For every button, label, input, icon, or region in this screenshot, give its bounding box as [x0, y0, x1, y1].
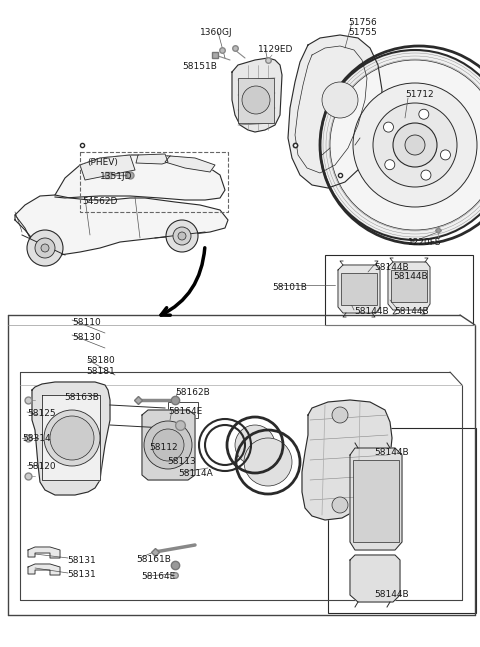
Text: 51756: 51756	[348, 18, 377, 27]
Text: 51712: 51712	[405, 90, 433, 99]
Text: 1129ED: 1129ED	[258, 45, 293, 54]
Text: 1360GJ: 1360GJ	[200, 28, 233, 37]
Circle shape	[405, 135, 425, 155]
Circle shape	[330, 60, 480, 230]
Bar	[80, 152, 228, 212]
Text: 58144B: 58144B	[394, 307, 429, 316]
Text: 58162B: 58162B	[175, 388, 210, 397]
Bar	[168, 402, 198, 418]
Circle shape	[384, 122, 394, 132]
Circle shape	[419, 109, 429, 119]
Circle shape	[332, 497, 348, 513]
Text: 58144B: 58144B	[374, 263, 408, 272]
Polygon shape	[55, 155, 225, 200]
Text: 58131: 58131	[67, 556, 96, 565]
Polygon shape	[350, 448, 402, 550]
Bar	[353, 460, 399, 542]
Bar	[391, 270, 427, 302]
Text: 1220FS: 1220FS	[408, 238, 442, 247]
Polygon shape	[302, 400, 392, 520]
Text: 58144B: 58144B	[374, 448, 408, 457]
Circle shape	[393, 123, 437, 167]
Circle shape	[322, 82, 358, 118]
Text: 58131: 58131	[67, 570, 96, 579]
Circle shape	[373, 103, 457, 187]
Polygon shape	[28, 564, 60, 575]
Circle shape	[353, 83, 477, 207]
Polygon shape	[136, 154, 168, 164]
Text: 58125: 58125	[27, 409, 56, 418]
Polygon shape	[32, 382, 110, 495]
Circle shape	[235, 425, 275, 465]
Circle shape	[44, 410, 100, 466]
Text: 58164E: 58164E	[168, 407, 202, 416]
Text: 58101B: 58101B	[272, 283, 307, 292]
Polygon shape	[288, 35, 382, 188]
Text: 58144B: 58144B	[354, 307, 389, 316]
Text: 58130: 58130	[72, 333, 101, 342]
Text: 58110: 58110	[72, 318, 101, 327]
Circle shape	[166, 220, 198, 252]
Bar	[325, 255, 473, 325]
Text: 58164E: 58164E	[141, 572, 175, 581]
Text: 58161B: 58161B	[136, 555, 171, 564]
Text: 58181: 58181	[86, 367, 115, 376]
Polygon shape	[142, 410, 195, 480]
Circle shape	[27, 230, 63, 266]
Circle shape	[50, 416, 94, 460]
Bar	[238, 78, 274, 123]
Polygon shape	[80, 155, 135, 180]
Circle shape	[35, 238, 55, 258]
Circle shape	[152, 429, 184, 461]
Circle shape	[242, 86, 270, 114]
Circle shape	[173, 227, 191, 245]
Text: 58314: 58314	[22, 434, 50, 443]
Text: 58112: 58112	[149, 443, 178, 452]
Circle shape	[41, 244, 49, 252]
Polygon shape	[15, 195, 228, 255]
Circle shape	[244, 438, 292, 486]
Polygon shape	[350, 555, 400, 602]
Text: 51755: 51755	[348, 28, 377, 37]
Text: 54562D: 54562D	[82, 197, 118, 206]
Circle shape	[144, 421, 192, 469]
Text: 58151B: 58151B	[182, 62, 217, 71]
Circle shape	[178, 232, 186, 240]
Circle shape	[421, 170, 431, 180]
Polygon shape	[232, 58, 282, 132]
Text: 58163B: 58163B	[64, 393, 99, 402]
Polygon shape	[388, 262, 430, 310]
Polygon shape	[28, 547, 60, 558]
Bar	[328, 428, 476, 613]
Bar	[341, 273, 377, 305]
Circle shape	[441, 150, 450, 160]
Circle shape	[320, 50, 480, 240]
Circle shape	[332, 407, 348, 423]
Text: 58120: 58120	[27, 462, 56, 471]
Circle shape	[385, 160, 395, 170]
Polygon shape	[338, 265, 380, 313]
Polygon shape	[42, 395, 100, 480]
FancyArrowPatch shape	[161, 248, 205, 315]
Text: 1351JD: 1351JD	[100, 172, 132, 181]
Text: 58114A: 58114A	[178, 469, 213, 478]
Text: 58144B: 58144B	[374, 590, 408, 599]
Text: (PHEV): (PHEV)	[87, 158, 118, 167]
Polygon shape	[165, 156, 215, 172]
Text: 58180: 58180	[86, 356, 115, 365]
Text: 58144B: 58144B	[393, 272, 428, 281]
Text: 58113: 58113	[167, 457, 196, 466]
